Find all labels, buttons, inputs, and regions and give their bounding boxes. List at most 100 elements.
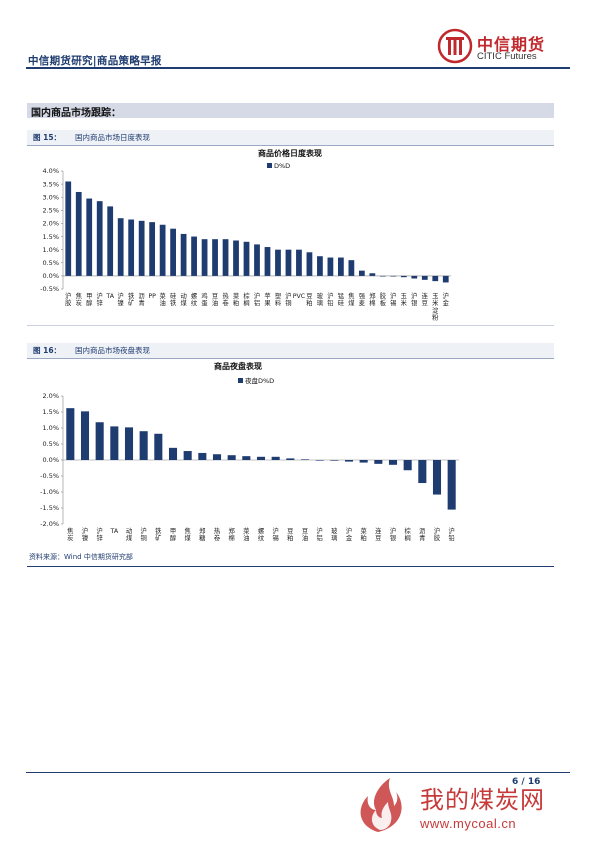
bar [168,447,178,460]
x-tick-label: 棕榈 [243,291,250,307]
bar [66,408,75,460]
x-tick-label: 沪锌 [97,526,104,542]
x-tick-label: 玻璃 [331,526,338,542]
bar [198,452,207,460]
x-tick-label: 硅铁 [170,291,177,307]
x-tick-label: 甲醇 [86,292,93,307]
bar [65,181,72,276]
x-tick-label: 郑糖 [199,527,206,542]
legend-label: D%D [274,162,290,170]
y-tick-label: -0.5% [40,472,59,480]
x-tick-label: 焦煤 [348,291,355,307]
bar [80,411,90,460]
x-tick-label: 沪锌 [97,291,104,307]
y-tick-label: 0.5% [42,259,59,267]
legend-swatch [238,378,243,383]
bar [338,257,344,276]
bar [300,459,310,460]
y-tick-label: 0.0% [42,272,59,280]
watermark-url: www.mycoal.cn [420,816,517,831]
y-tick-label: 2.0% [42,392,59,400]
bar [286,458,295,460]
x-tick-label: 螺纹 [191,291,198,307]
x-tick-label: 沪镍 [118,291,124,307]
x-tick-label: 沪胶 [434,526,441,542]
x-tick-label: 沪锡 [273,526,279,542]
x-tick-label: 玉米淀粉 [432,292,439,322]
x-tick-label: 动煤 [180,292,187,307]
x-tick-label: 螺纹 [258,526,265,542]
x-tick-label: 焦煤 [185,526,192,542]
legend-swatch [267,163,272,168]
x-tick-label: 鸡蛋 [201,291,208,307]
bar [222,239,229,276]
x-tick-label: 菜油 [243,526,250,542]
watermark-text: 我的煤炭网 [420,786,545,814]
watermark: 我的煤炭网 www.mycoal.cn [348,772,588,834]
bar [180,233,187,276]
x-tick-label: 沪铝 [254,291,260,307]
bar [128,219,135,276]
bar [107,206,114,276]
bar [344,460,354,462]
bar [432,460,442,495]
y-tick-label: -2.0% [40,520,59,528]
bar [369,273,376,276]
bar [359,460,368,463]
x-tick-label: 热卷 [222,291,229,307]
x-tick-label: 玉米 [401,292,408,307]
bar [327,257,334,276]
x-tick-label: 沪铜 [285,291,291,307]
bar [191,236,197,276]
bar [306,252,313,276]
x-tick-label: 沪铝 [317,526,323,542]
bar [285,249,292,276]
x-tick-label: 连豆 [375,526,382,542]
x-tick-label: 豆粕 [306,292,312,307]
bar [388,460,398,465]
bar [254,244,260,276]
x-tick-label: 沪胶 [65,291,72,307]
y-tick-label: 1.0% [42,246,59,254]
bar [447,460,456,510]
x-tick-label: 菜油 [159,291,166,307]
bar [264,247,271,276]
daily-performance-chart: 商品价格日度表现 D%D 4.0% 3.5% 3.0% 2.5% 2.0% 1.5% 1.0% 0… [40,148,451,322]
bar [296,249,302,276]
bar [243,241,250,276]
y-tick-label: -1.0% [40,488,59,496]
x-tick-label: 沪银 [390,526,397,542]
x-tick-label: 沪金 [443,291,450,307]
bar [95,422,104,460]
x-tick-label: TA [109,528,118,535]
bar [315,460,324,461]
x-tick-label: 玻璃 [317,291,324,307]
bar [170,228,176,276]
x-tick-label: 菜粕 [361,526,368,542]
x-tick-label: 沪锡 [390,291,396,307]
bar [379,275,386,277]
citic-futures-logo: 中信期货 CITIC Futures [437,28,567,68]
x-tick-label: 焦炭 [67,526,74,542]
x-tick-label: 苹果 [264,291,271,307]
x-tick-label: TA [105,293,114,300]
x-tick-label: 胶板 [380,291,387,307]
x-tick-label: 沪银 [411,291,418,307]
figure-number: 图 16： [33,346,62,355]
x-tick-label: PP [148,293,156,300]
x-tick-label: 豆油 [212,292,218,307]
flame-icon [360,778,402,832]
y-tick-label: 1.5% [42,233,59,241]
x-tick-label: PVC [293,293,306,300]
bar [256,456,266,460]
bar [390,275,397,277]
x-tick-label: 沪铅 [327,291,334,307]
figure-number: 图 15： [33,133,62,142]
bar [242,456,251,460]
x-tick-label: 连豆 [422,291,429,307]
section-title: 国内商品市场跟踪： [31,108,121,119]
x-tick-label: 沪铜 [141,526,147,542]
bar [317,256,323,276]
chart-title: 商品夜盘表现 [214,361,262,371]
